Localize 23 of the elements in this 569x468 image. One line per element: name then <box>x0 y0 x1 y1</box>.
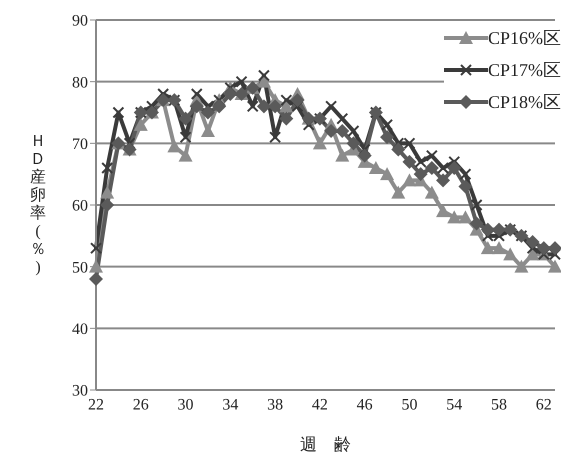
y-tick-label: 90 <box>72 12 88 30</box>
x-tick-label: 46 <box>356 396 373 414</box>
x-tick-label: 42 <box>312 396 328 414</box>
x-tick-label: 26 <box>132 396 149 414</box>
x-tick-label: 62 <box>536 396 552 414</box>
legend-label: CP18%区 <box>488 91 561 114</box>
y-tick-label: 40 <box>72 321 88 338</box>
x-axis-title: 週 齢 <box>300 435 351 454</box>
y-tick-label: 60 <box>72 198 88 215</box>
y-tick-label: 80 <box>72 74 88 92</box>
y-tick-label: 30 <box>72 382 88 400</box>
y-tick-label: 70 <box>72 136 88 154</box>
x-tick-label: 58 <box>491 396 508 414</box>
x-tick-label: 30 <box>178 396 194 414</box>
x-tick-label: 34 <box>222 396 238 414</box>
legend-label: CP16%区 <box>488 27 561 50</box>
x-tick-label: 22 <box>88 396 104 414</box>
y-tick-label: 50 <box>72 259 88 276</box>
x-tick-label: 50 <box>401 396 418 414</box>
x-tick-label: 38 <box>267 396 284 414</box>
x-tick-label: 54 <box>446 396 462 414</box>
legend-label: CP17%区 <box>488 59 561 82</box>
y-axis-title: ＨＤ産卵率(％) <box>30 132 46 276</box>
